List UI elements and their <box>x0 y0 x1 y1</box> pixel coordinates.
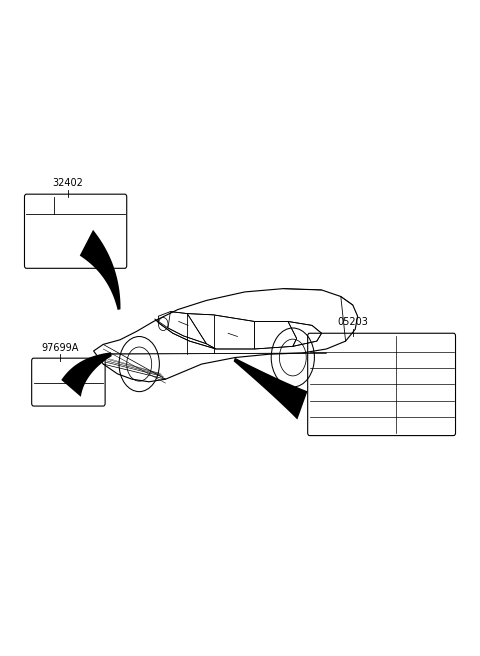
Polygon shape <box>61 352 112 397</box>
Text: 97699A: 97699A <box>41 343 79 353</box>
Polygon shape <box>234 358 308 420</box>
Text: 32402: 32402 <box>52 178 83 188</box>
Polygon shape <box>80 230 120 310</box>
Text: 05203: 05203 <box>337 318 368 327</box>
